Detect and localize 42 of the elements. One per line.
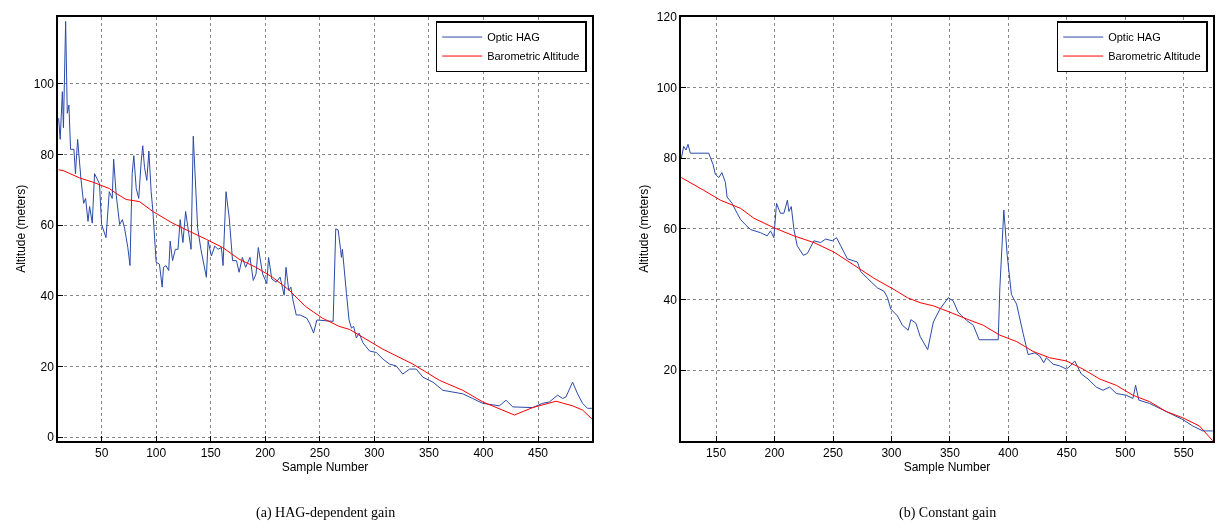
x-axis-title: Sample Number: [281, 460, 369, 475]
text: (a) HAG-dependent gain: [256, 505, 396, 521]
x-tick-label: 250: [309, 445, 331, 460]
x-tick-label: 250: [822, 445, 844, 460]
x-tick-label: 200: [255, 445, 276, 460]
x-tick-label: 150: [200, 445, 222, 460]
x-tick-label: 500: [1115, 445, 1136, 460]
x-tick-label: 100: [146, 445, 167, 460]
x-tick-label: 400: [998, 445, 1019, 460]
y-tick-label: 60: [40, 218, 55, 233]
x-tick-label: 350: [418, 445, 440, 460]
x-tick-label: 50: [94, 445, 109, 460]
y-tick-label: 80: [663, 151, 678, 166]
y-tick-label: 20: [663, 363, 678, 378]
x-tick-label: 150: [706, 445, 727, 460]
x-tick-label: 400: [473, 445, 494, 460]
y-tick-label: 120: [656, 9, 678, 24]
line-series: [58, 169, 592, 420]
y-tick-label: 20: [40, 359, 55, 374]
y-tick-label: 0: [47, 430, 55, 445]
x-tick-label: 200: [764, 445, 785, 460]
y-tick-label: 40: [40, 289, 55, 304]
x-tick-label: 350: [939, 445, 961, 460]
x-axis-title: Sample Number: [903, 460, 991, 475]
x-tick-label: 550: [1173, 445, 1195, 460]
y-tick-label: 80: [40, 147, 55, 162]
y-tick-label: 100: [33, 77, 55, 92]
y-tick-label: 100: [656, 80, 678, 95]
legend-label: Optic HAG: [487, 31, 540, 44]
text: (b) Constant gain: [899, 505, 997, 521]
legend-label: Optic HAG: [1108, 31, 1161, 44]
legend-label: Barometric Altitude: [1108, 50, 1201, 63]
x-tick-label: 450: [527, 445, 549, 460]
x-tick-label: 450: [1056, 445, 1078, 460]
x-tick-label: 300: [364, 445, 385, 460]
x-tick-label: 300: [881, 445, 902, 460]
legend-label: Barometric Altitude: [487, 50, 580, 63]
y-tick-label: 40: [663, 292, 678, 307]
y-axis-title: Altitude (meters): [636, 184, 651, 273]
y-tick-label: 60: [663, 222, 678, 237]
y-axis-title: Altitude (meters): [13, 184, 28, 273]
line-series: [58, 20, 592, 409]
